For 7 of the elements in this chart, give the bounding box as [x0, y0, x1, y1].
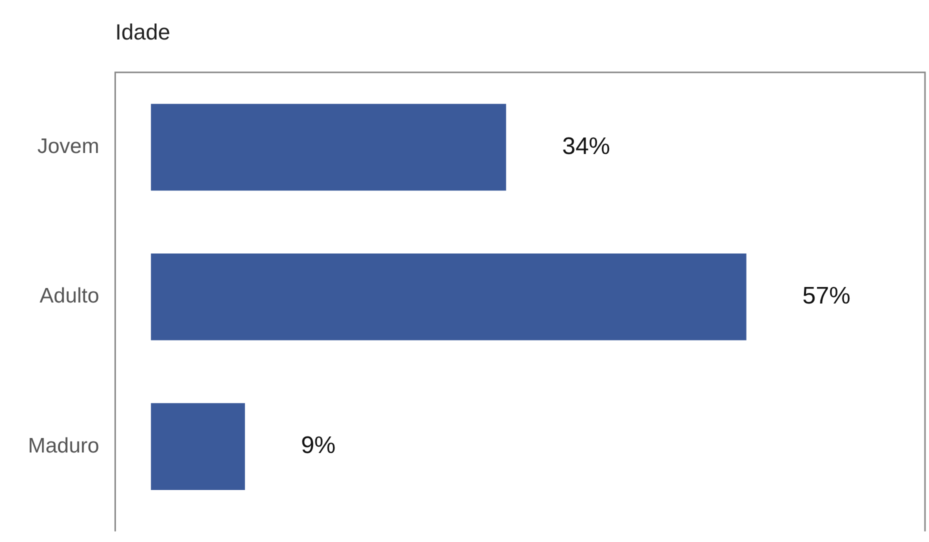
chart-title: Idade — [115, 19, 170, 44]
y-tick-label: Maduro — [28, 434, 100, 458]
y-tick-label: Adulto — [40, 284, 100, 308]
y-tick-label: Jovem — [37, 135, 100, 158]
data-label: 34% — [562, 132, 610, 160]
data-label: 57% — [802, 282, 850, 310]
data-label: 9% — [300, 432, 336, 460]
